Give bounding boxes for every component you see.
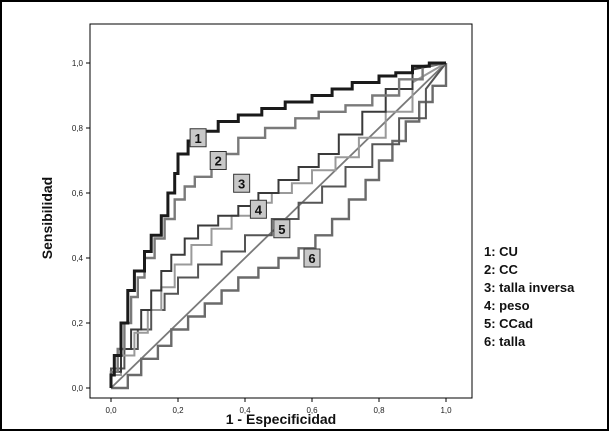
x-tick-label: 0,6 xyxy=(306,406,318,415)
roc-curve-3 xyxy=(110,62,447,388)
x-tick-label: 0,0 xyxy=(105,406,117,415)
y-tick-label: 0,0 xyxy=(72,384,84,393)
curve-label-box xyxy=(189,128,207,148)
curve-label-2: 2 xyxy=(215,154,222,169)
plot-box xyxy=(89,23,473,399)
curve-label-box xyxy=(209,151,227,170)
curve-label-6: 6 xyxy=(308,251,315,266)
curve-label-box xyxy=(233,173,251,193)
x-tick-label: 0,8 xyxy=(373,406,385,415)
roc-curve-5 xyxy=(110,62,447,388)
axes: 0,0 0,2 0,4 0,6 0,8 1,0 0,0 0,2 0,4 0,6 0,8 1,0 xyxy=(72,59,452,415)
legend-item-talla: 6: talla xyxy=(484,334,526,349)
roc-curve-2 xyxy=(109,61,447,388)
x-tick-label: 0,2 xyxy=(172,406,184,415)
legend-item-cu: 1: CU xyxy=(484,244,518,259)
legend: 1: CU 2: CC 3: talla inversa 4: peso 5: … xyxy=(484,243,574,351)
curve-label-4: 4 xyxy=(255,202,263,217)
y-tick-label: 0,2 xyxy=(72,319,84,328)
y-axis-label: Sensibilidad xyxy=(39,177,55,259)
legend-item-ccad: 5: CCad xyxy=(484,316,534,331)
curve-label-box xyxy=(273,219,291,239)
y-tick-label: 0,8 xyxy=(72,124,84,133)
curve-label-3: 3 xyxy=(238,176,245,191)
roc-curve-6 xyxy=(111,63,448,390)
x-tick-label: 1,0 xyxy=(440,406,452,415)
legend-item-peso: 4: peso xyxy=(484,298,530,313)
x-axis-label: 1 - Especificidad xyxy=(226,411,336,427)
curve-label-1: 1 xyxy=(194,131,201,146)
legend-item-cc: 2: CC xyxy=(484,262,518,277)
curve-label-box xyxy=(303,248,321,268)
y-tick-label: 1,0 xyxy=(72,59,84,68)
curve-label-box xyxy=(249,199,267,219)
y-tick-label: 0,6 xyxy=(72,189,84,198)
curve-label-5: 5 xyxy=(278,222,285,237)
roc-curves xyxy=(109,61,448,390)
legend-item-talla-inversa: 3: talla inversa xyxy=(484,280,575,295)
curve-labels: 12 345 6 xyxy=(189,128,321,268)
x-tick-label: 0,4 xyxy=(239,406,251,415)
y-tick-label: 0,4 xyxy=(72,254,84,263)
